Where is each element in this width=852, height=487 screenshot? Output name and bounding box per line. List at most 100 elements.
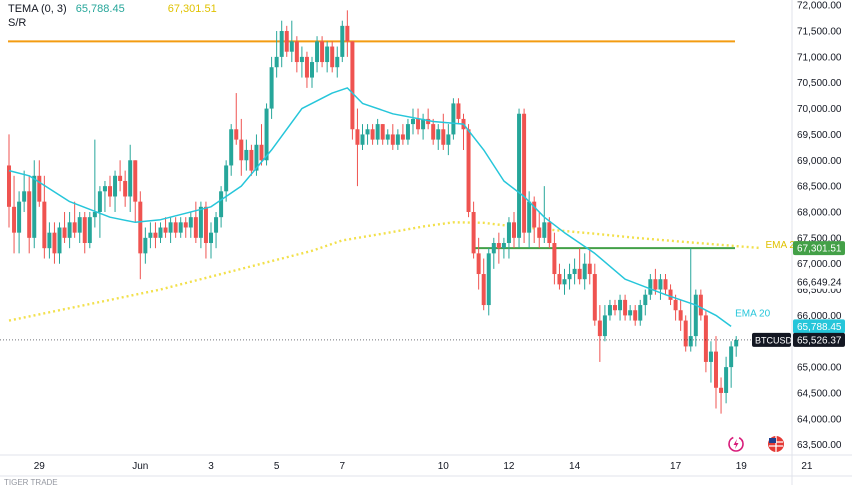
x-tick-label: 3 [208, 461, 214, 472]
candle-body [370, 129, 375, 140]
candle-body [577, 268, 582, 280]
tema-value: 65,788.45 [75, 3, 125, 15]
price-tag-bg [793, 332, 845, 347]
candle-body [512, 222, 516, 238]
candle-body [335, 56, 340, 68]
candle [602, 305, 607, 342]
candle-body [209, 232, 213, 244]
candle [214, 211, 219, 249]
candle-body [138, 201, 143, 254]
candle-body [102, 186, 107, 192]
candle [491, 237, 496, 269]
x-tick-label: 17 [670, 461, 682, 472]
candle-body [118, 175, 123, 181]
candle [289, 20, 294, 63]
candle-body [234, 129, 239, 140]
candle [299, 46, 304, 78]
candle [466, 124, 471, 218]
candle-body [613, 305, 617, 311]
candle-body [668, 289, 673, 300]
candle [325, 41, 330, 73]
candle-body [259, 144, 264, 161]
candle-body [719, 387, 724, 393]
price-tag-bg [793, 319, 845, 334]
candle-body [365, 129, 370, 135]
price-tag-bg [793, 241, 845, 256]
candle [708, 341, 713, 383]
candle-body [108, 186, 112, 197]
candle-body [289, 41, 294, 52]
sr-legend[interactable]: S/R [8, 17, 26, 29]
candle-body [7, 165, 11, 207]
y-axis[interactable]: 63,500.00 64,000.00 64,500.00 65,000.00 65,5… [797, 1, 842, 451]
candle [375, 118, 380, 145]
candle [512, 211, 516, 249]
replay-icon[interactable] [727, 435, 745, 458]
candle [148, 222, 153, 249]
candle-body [638, 305, 643, 321]
candle [47, 222, 52, 259]
candle [724, 356, 729, 404]
candle-body [708, 351, 713, 362]
y-tick-label: 67,500.00 [797, 233, 842, 244]
candle [294, 36, 299, 73]
candle [658, 274, 663, 300]
candle [517, 108, 522, 249]
candle [395, 129, 400, 150]
candle-body [188, 217, 193, 228]
candle-body [224, 165, 229, 192]
candle-body [203, 206, 208, 244]
candle-body [320, 41, 325, 63]
candle [335, 46, 340, 78]
candle-body [643, 294, 648, 306]
candle [648, 274, 653, 300]
candle-body [547, 222, 552, 244]
candle-body [491, 243, 496, 254]
candle-body [32, 175, 37, 238]
candle-body [532, 201, 537, 228]
candle [633, 305, 638, 326]
candle-body [688, 336, 693, 347]
candle-body [219, 191, 224, 218]
candle-body [168, 222, 173, 233]
candle [244, 139, 249, 171]
symbol-tag-label: BTCUSD [755, 335, 793, 345]
candle [320, 36, 325, 68]
candle-body [572, 268, 577, 275]
candle [188, 211, 193, 238]
y-tick-label: 68,500.00 [797, 182, 842, 193]
candle [304, 51, 309, 88]
candle-body [57, 227, 62, 254]
candle-body [67, 222, 72, 238]
candle-body [714, 351, 718, 388]
candle-body [304, 56, 309, 78]
candle [693, 289, 698, 347]
candle [577, 248, 582, 285]
candle [613, 299, 617, 316]
flag-icon[interactable] [767, 435, 785, 458]
candle-body [522, 113, 527, 233]
candle [330, 41, 335, 73]
price-tag-label: 66,649.24 [797, 277, 842, 288]
candle-body [390, 134, 395, 145]
candle-body [557, 274, 562, 285]
candle-body [113, 175, 118, 197]
tema-legend[interactable]: TEMA (0, 3) 65,788.45 67,301.51 [8, 3, 217, 15]
candle [153, 222, 158, 249]
candle-body [158, 227, 163, 238]
candle-body [12, 206, 17, 233]
candle-body [274, 56, 279, 68]
candle-body [229, 129, 234, 166]
candle-body [567, 274, 572, 280]
candle [628, 305, 633, 321]
candle-body [198, 206, 203, 238]
candle [446, 124, 451, 156]
candle-body [37, 175, 42, 202]
symbol-tag-bg [752, 332, 791, 347]
x-axis[interactable]: 29 Jun 3 5 7 10 12 14 17 19 21 [34, 461, 813, 472]
annotation-ema200: EMA 200 [765, 240, 806, 251]
candle-body [239, 139, 244, 161]
candle-body [128, 160, 133, 197]
candle-body [294, 41, 299, 63]
